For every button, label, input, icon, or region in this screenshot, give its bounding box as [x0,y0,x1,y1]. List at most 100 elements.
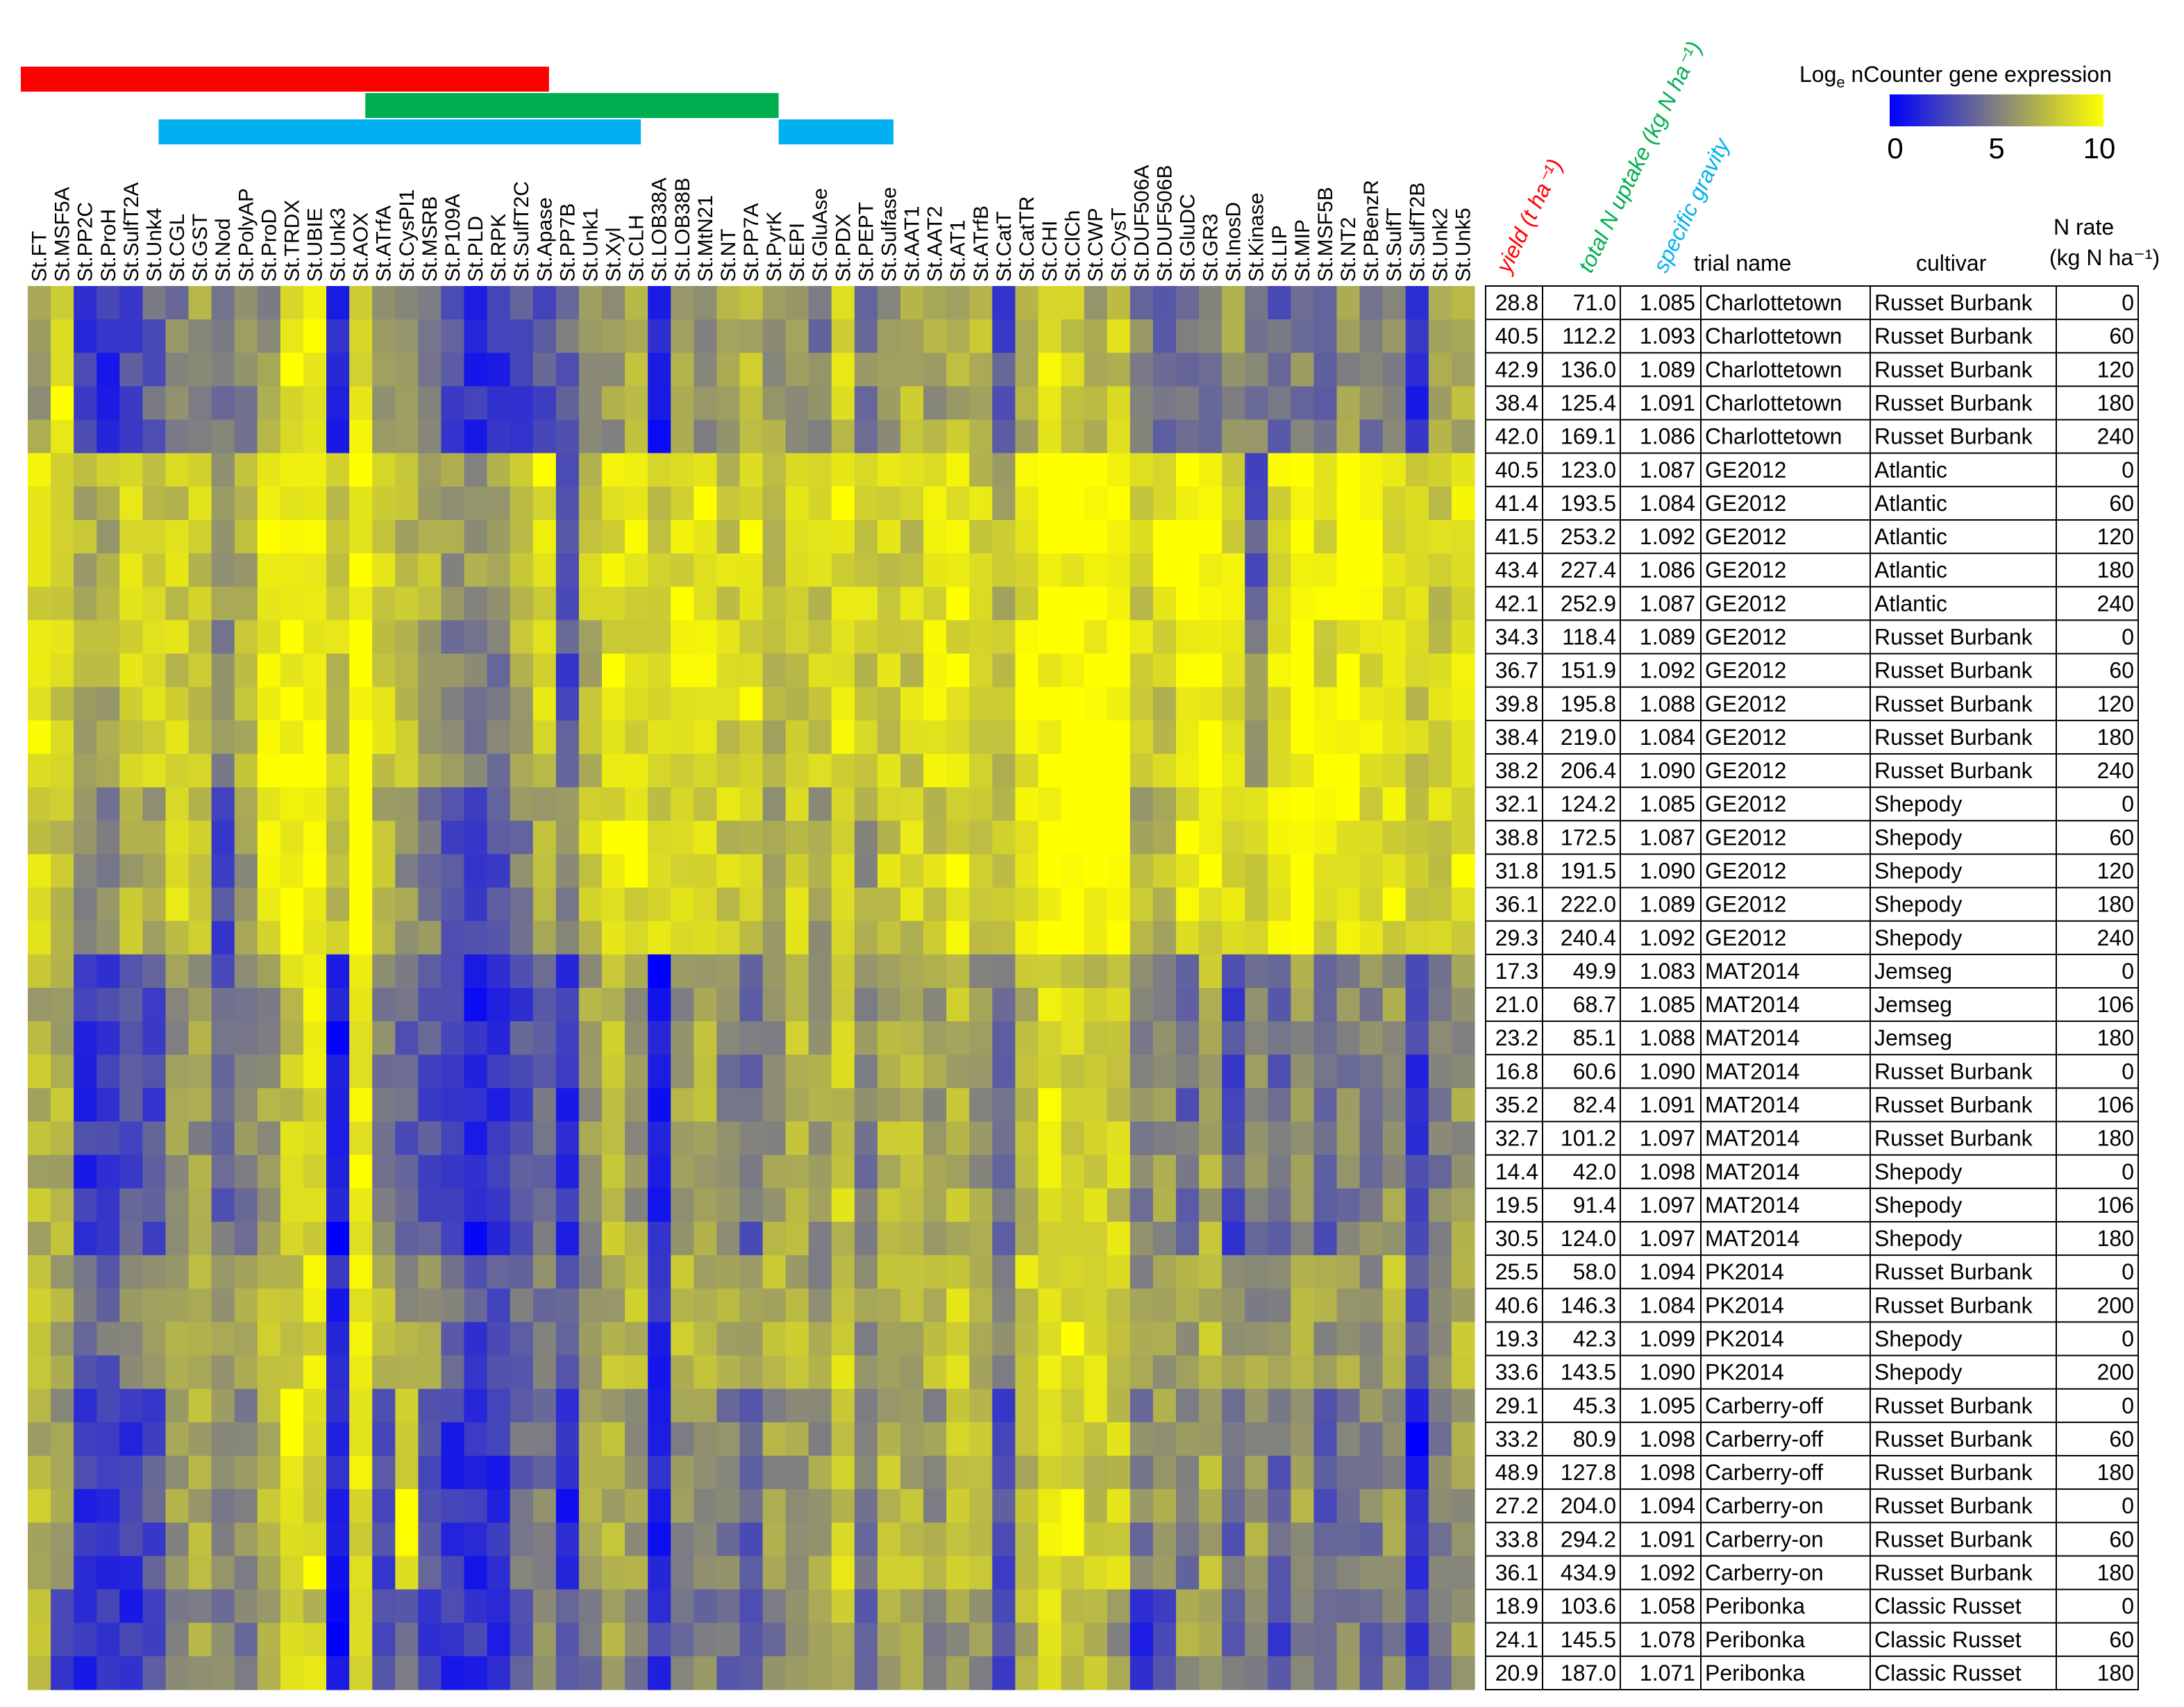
heat-cell [1382,1388,1406,1423]
heat-cell [326,386,350,421]
table-cell-n_rate: 60 [2109,825,2134,850]
heat-cell [854,754,878,788]
gene-label: St.SulfT [1383,208,1406,282]
heat-cell [831,754,855,788]
heat-cell [280,653,304,688]
heat-cell [1451,1121,1475,1156]
heat-cell [211,1021,235,1055]
heat-cell [1405,1522,1429,1557]
heat-cell [762,1222,787,1256]
table-cell-cultivar: Russet Burbank [1874,1427,2033,1452]
heat-cell [694,653,717,688]
heat-cell [694,286,717,320]
heat-cell [1152,1422,1177,1456]
heat-cell [28,887,51,922]
heat-cell [625,1355,648,1390]
heat-cell [510,520,534,554]
table-cell-yield: 19.5 [1495,1193,1538,1218]
heat-cell [280,1556,304,1590]
heat-cell [1107,1222,1131,1256]
heat-cell [372,1456,396,1490]
heat-cell [1152,920,1177,955]
heat-cell [831,453,855,487]
heat-cell [1428,620,1452,655]
heat-cell [969,1656,993,1690]
heat-cell [1291,1656,1315,1690]
heat-cell [1222,920,1245,955]
heat-cell [1015,386,1039,421]
heat-cell [1268,1522,1291,1557]
heat-cell [1199,854,1223,889]
heat-cell [142,720,167,755]
heat-cell [510,1355,534,1390]
heat-cell [946,1021,970,1055]
heat-cell [1405,787,1429,821]
heat-cell [1061,1556,1085,1590]
heat-cell [1107,1422,1131,1456]
heat-cell [372,1154,396,1189]
heat-cell [395,687,419,721]
heat-cell [555,1622,580,1657]
heat-cell [923,286,947,320]
heat-cell [877,1121,901,1156]
heat-cell [1129,988,1154,1022]
heat-cell [1129,319,1154,353]
heat-cell [1382,1556,1406,1590]
table-cell-cultivar: Shepody [1874,1226,1962,1251]
heat-cell [808,1154,832,1189]
heat-cell [280,1222,304,1256]
heat-cell [188,720,212,755]
heat-cell [900,386,924,421]
heat-cell [1451,954,1475,989]
heat-cell [671,286,694,320]
heat-cell [1268,1556,1291,1590]
heat-cell [694,1489,717,1523]
heat-cell [326,286,350,320]
heat-cell [716,653,741,688]
heat-cell [1451,1222,1475,1256]
heat-cell [142,954,167,989]
heat-cell [74,1322,97,1356]
heat-cell [1015,1355,1039,1390]
heat-cell [464,620,488,655]
heat-cell [992,653,1016,688]
heat-cell [395,486,419,521]
heat-cell [1313,988,1338,1022]
heat-cell [671,1622,694,1657]
heat-cell [923,653,947,688]
heat-cell [96,1355,120,1390]
table-cell-cultivar: Classic Russet [1874,1660,2022,1685]
heat-cell [464,653,488,688]
heat-cell [1038,854,1062,889]
heat-cell [1222,520,1245,554]
heat-cell [854,1322,878,1356]
table-cell-n_rate: 240 [2097,424,2134,449]
heat-cell [762,1288,787,1323]
heat-cell [601,954,625,989]
heat-cell [1175,1456,1200,1490]
table-cell-cultivar: Russet Burbank [1874,1527,2033,1552]
heat-cell [165,988,190,1022]
heat-cell [349,1422,373,1456]
heat-cell [188,520,212,554]
heat-cell [648,1088,671,1122]
heat-cell [716,1322,741,1356]
heat-cell [555,419,580,454]
heat-cell [211,587,235,621]
table-cell-sg: 1.084 [1640,725,1695,750]
table-cell-n_rate: 120 [2097,859,2134,884]
heat-cell [785,1556,809,1590]
heat-cell [349,419,373,454]
heat-cell [464,687,488,721]
heat-cell [1129,486,1154,521]
heat-cell [831,821,855,855]
heat-cell [1199,386,1223,421]
heat-cell [671,1322,694,1356]
heat-cell [464,1188,488,1222]
heat-cell [1451,553,1475,587]
heat-cell [1015,1622,1039,1657]
table-cell-trial: Charlottetown [1705,323,1842,348]
table-cell-n_rate: 0 [2122,1393,2134,1418]
heat-cell [1291,1088,1315,1122]
heat-cell [877,1188,901,1222]
